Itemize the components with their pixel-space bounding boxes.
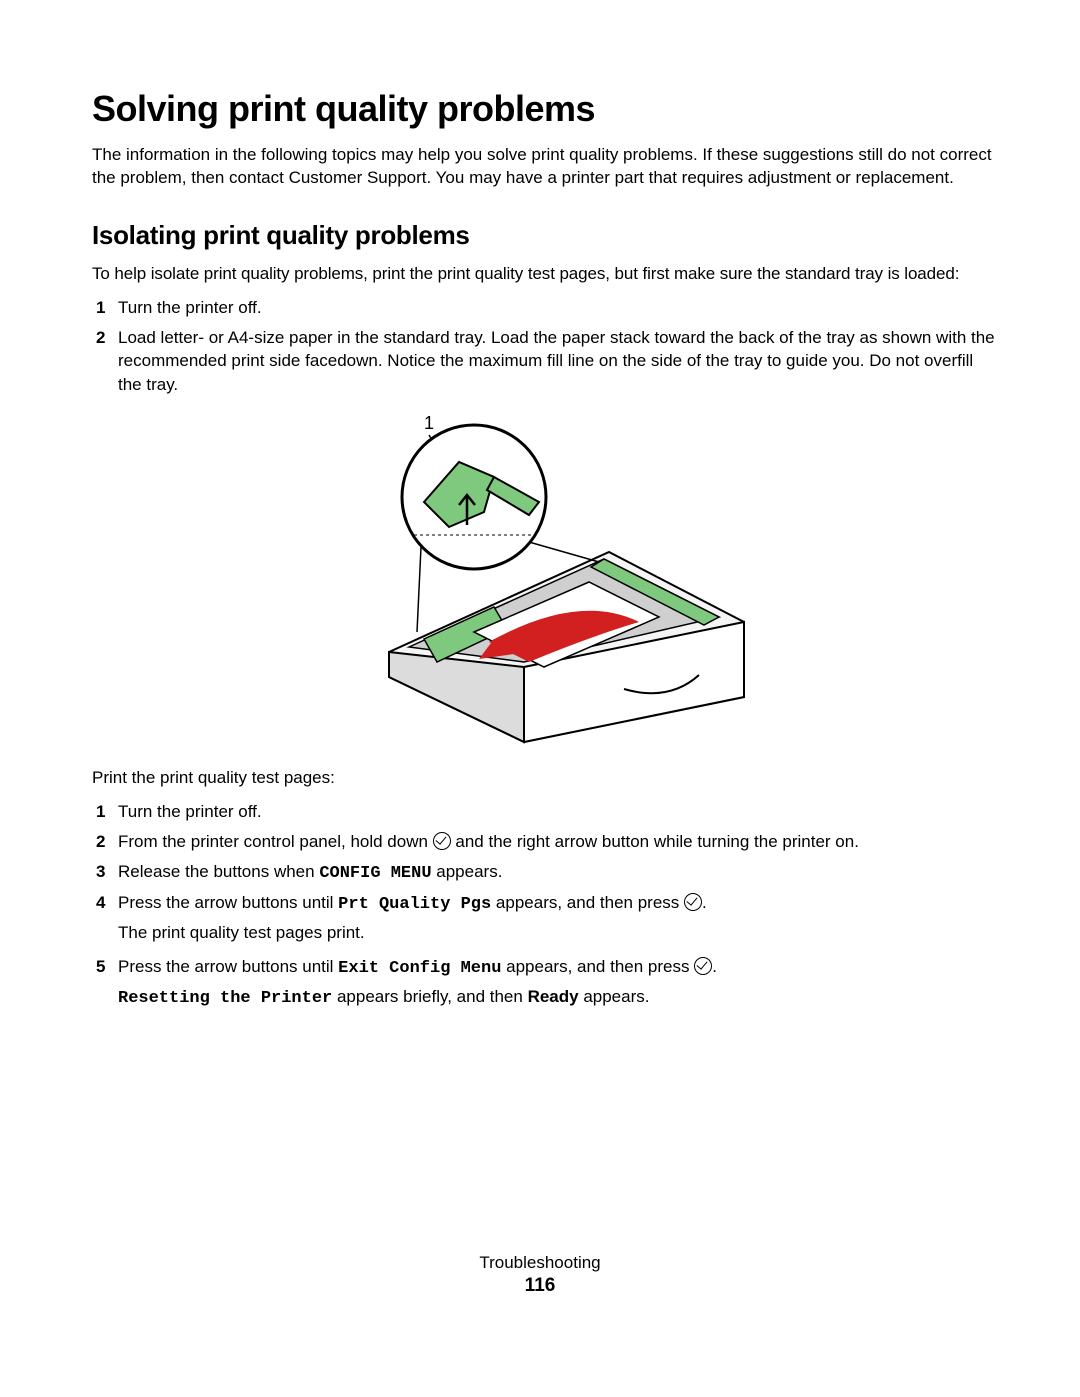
list-item: 1 Turn the printer off.: [92, 800, 996, 824]
list-item: 1 Turn the printer off.: [92, 296, 996, 320]
paragraph-2: Print the print quality test pages:: [92, 767, 996, 790]
step-text: Turn the printer off.: [118, 296, 996, 320]
step-text: Turn the printer off.: [118, 800, 996, 824]
step-list-1: 1 Turn the printer off. 2 Load letter- o…: [92, 296, 996, 397]
callout-label: 1: [424, 413, 434, 433]
step-list-2: 1 Turn the printer off. 2 From the print…: [92, 800, 996, 1015]
list-item: 4 Press the arrow buttons until Prt Qual…: [92, 891, 996, 949]
step-number: 3: [96, 860, 118, 886]
step-number: 4: [96, 891, 118, 949]
step-number: 1: [96, 296, 118, 320]
page-footer: Troubleshooting 116: [0, 1253, 1080, 1297]
step-text: Press the arrow buttons until Exit Confi…: [118, 955, 996, 1015]
step-number: 1: [96, 800, 118, 824]
check-icon: [433, 832, 451, 850]
list-item: 5 Press the arrow buttons until Exit Con…: [92, 955, 996, 1015]
step-number: 5: [96, 955, 118, 1015]
step-text: From the printer control panel, hold dow…: [118, 830, 996, 854]
check-icon: [684, 893, 702, 911]
intro-paragraph: The information in the following topics …: [92, 144, 996, 190]
page-title: Solving print quality problems: [92, 88, 996, 130]
footer-page-number: 116: [0, 1275, 1080, 1297]
step-number: 2: [96, 830, 118, 854]
check-icon: [694, 957, 712, 975]
footer-section-name: Troubleshooting: [0, 1253, 1080, 1273]
list-item: 2 Load letter- or A4-size paper in the s…: [92, 326, 996, 397]
list-item: 3 Release the buttons when CONFIG MENU a…: [92, 860, 996, 886]
step-text: Press the arrow buttons until Prt Qualit…: [118, 891, 996, 949]
step-number: 2: [96, 326, 118, 397]
tray-illustration: 1: [92, 407, 996, 747]
list-item: 2 From the printer control panel, hold d…: [92, 830, 996, 854]
step-text: Load letter- or A4-size paper in the sta…: [118, 326, 996, 397]
paragraph-1: To help isolate print quality problems, …: [92, 263, 996, 286]
section-title: Isolating print quality problems: [92, 220, 996, 251]
step-text: Release the buttons when CONFIG MENU app…: [118, 860, 996, 886]
